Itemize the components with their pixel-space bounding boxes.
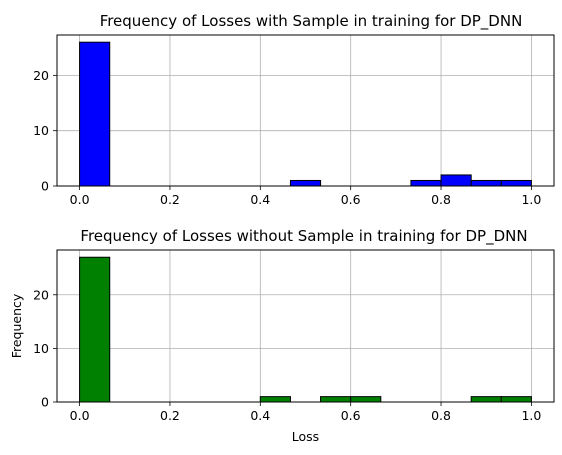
x-tick-label: 0.6 bbox=[341, 408, 361, 423]
chart-title: Frequency of Losses with Sample in train… bbox=[100, 12, 523, 31]
subplot-with-sample: Frequency of Losses with Sample in train… bbox=[33, 12, 555, 207]
y-tick-label: 0 bbox=[41, 395, 49, 410]
histogram-bar bbox=[500, 179, 532, 187]
x-tick-label: 0.2 bbox=[160, 408, 180, 423]
y-axis-label: Frequency bbox=[9, 293, 24, 358]
histogram-bar bbox=[259, 396, 291, 403]
grid bbox=[57, 250, 554, 403]
x-ticks: 0.0 0.2 0.4 0.6 0.8 1.0 bbox=[70, 186, 541, 207]
x-tick-label: 0.2 bbox=[160, 192, 180, 207]
bars bbox=[79, 41, 532, 187]
x-tick-label: 0.6 bbox=[341, 192, 361, 207]
x-tick-label: 0.0 bbox=[70, 408, 90, 423]
x-tick-label: 0.8 bbox=[431, 408, 451, 423]
y-tick-label: 10 bbox=[33, 341, 49, 356]
histogram-bar bbox=[79, 41, 111, 187]
histogram-bar bbox=[500, 396, 532, 403]
chart-title: Frequency of Losses without Sample in tr… bbox=[80, 227, 527, 246]
subplot-without-sample: Frequency of Losses without Sample in tr… bbox=[9, 227, 555, 444]
x-ticks: 0.0 0.2 0.4 0.6 0.8 1.0 bbox=[70, 402, 541, 423]
x-tick-label: 0.0 bbox=[70, 192, 90, 207]
histogram-bar bbox=[470, 179, 502, 187]
x-tick-label: 1.0 bbox=[521, 192, 541, 207]
axes-frame bbox=[56, 34, 555, 187]
y-tick-label: 10 bbox=[33, 123, 49, 138]
y-tick-label: 0 bbox=[41, 179, 49, 194]
histogram-bar bbox=[350, 396, 382, 403]
bars bbox=[79, 256, 532, 403]
x-tick-label: 1.0 bbox=[521, 408, 541, 423]
histogram-bar bbox=[289, 179, 322, 187]
histogram-bar bbox=[320, 396, 352, 403]
grid bbox=[57, 35, 554, 187]
y-tick-label: 20 bbox=[33, 68, 49, 83]
x-tick-label: 0.4 bbox=[250, 192, 270, 207]
histogram-bar bbox=[440, 174, 472, 187]
histogram-bar bbox=[79, 256, 111, 403]
x-tick-label: 0.8 bbox=[431, 192, 451, 207]
x-tick-label: 0.4 bbox=[250, 408, 270, 423]
histogram-bar bbox=[470, 396, 502, 403]
y-tick-label: 20 bbox=[33, 287, 49, 302]
y-ticks: 0 10 20 bbox=[33, 68, 57, 194]
axes-frame bbox=[56, 249, 555, 403]
y-ticks: 0 10 20 bbox=[33, 287, 57, 410]
histogram-bar bbox=[410, 179, 442, 187]
x-axis-label: Loss bbox=[292, 429, 319, 444]
